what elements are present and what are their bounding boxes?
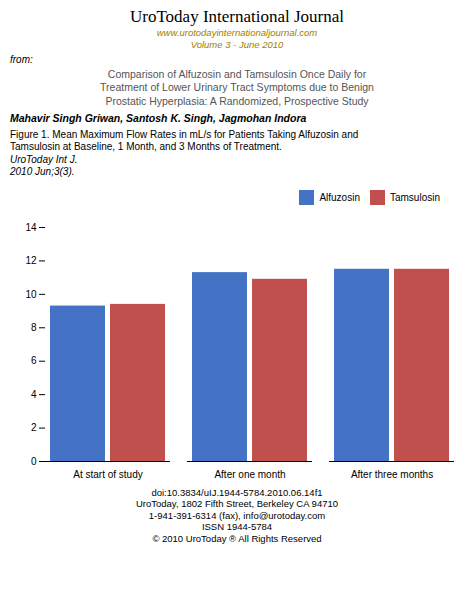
svg-text:12: 12: [25, 255, 37, 266]
svg-text:14: 14: [25, 221, 37, 232]
svg-text:2: 2: [31, 422, 37, 433]
svg-text:0: 0: [31, 455, 37, 466]
html-text:Figure 1. Mean Maximum Flow Ra: Figure 1. Mean Maximum Flow Rates in mL/…: [10, 128, 359, 152]
svg-text:At start of study: At start of study: [73, 468, 142, 479]
html-text:doi:10.3834/uIJ.1944-5784.2010: doi:10.3834/uIJ.1944-5784.2010.06.14f1: [151, 486, 323, 498]
html-text:Alfuzosin: Alfuzosin: [319, 191, 360, 203]
html-text:UroToday Int J. 2010 Jun;3(3).: UroToday Int J. 2010 Jun;3(3).: [10, 153, 78, 177]
html-text:Tamsulosin: Tamsulosin: [390, 191, 440, 203]
html-text:UroToday International Journal: UroToday International Journal: [130, 7, 344, 26]
html-text:© 2010 UroToday ® All Rights R: © 2010 UroToday ® All Rights Reserved: [152, 532, 322, 544]
html-text:1-941-391-6314 (fax), info@uro: 1-941-391-6314 (fax), info@urotoday.com: [148, 509, 326, 521]
html-text:www.urotodayinternationaljourn: www.urotodayinternationaljournal.com: [156, 27, 318, 38]
svg-text:8: 8: [31, 321, 37, 332]
html-text:Volume 3 - June 2010: Volume 3 - June 2010: [190, 39, 284, 50]
html-text:Mahavir Singh Griwan, Santosh: Mahavir Singh Griwan, Santosh K. Singh, …: [10, 112, 307, 124]
html-text:Comparison of Alfuzosin and Ta: Comparison of Alfuzosin and Tamsulosin O…: [100, 67, 374, 107]
svg-text:6: 6: [31, 355, 37, 366]
svg-text:After one month: After one month: [214, 468, 285, 479]
html-text:ISSN 1944-5784: ISSN 1944-5784: [201, 521, 273, 532]
svg-text:After three months: After three months: [351, 468, 433, 479]
svg-text:10: 10: [25, 288, 37, 299]
html-text:UroToday, 1802 Fifth Street, B: UroToday, 1802 Fifth Street, Berkeley CA…: [136, 498, 338, 509]
svg-text:4: 4: [31, 388, 37, 399]
html-text:from:: from:: [10, 54, 33, 65]
